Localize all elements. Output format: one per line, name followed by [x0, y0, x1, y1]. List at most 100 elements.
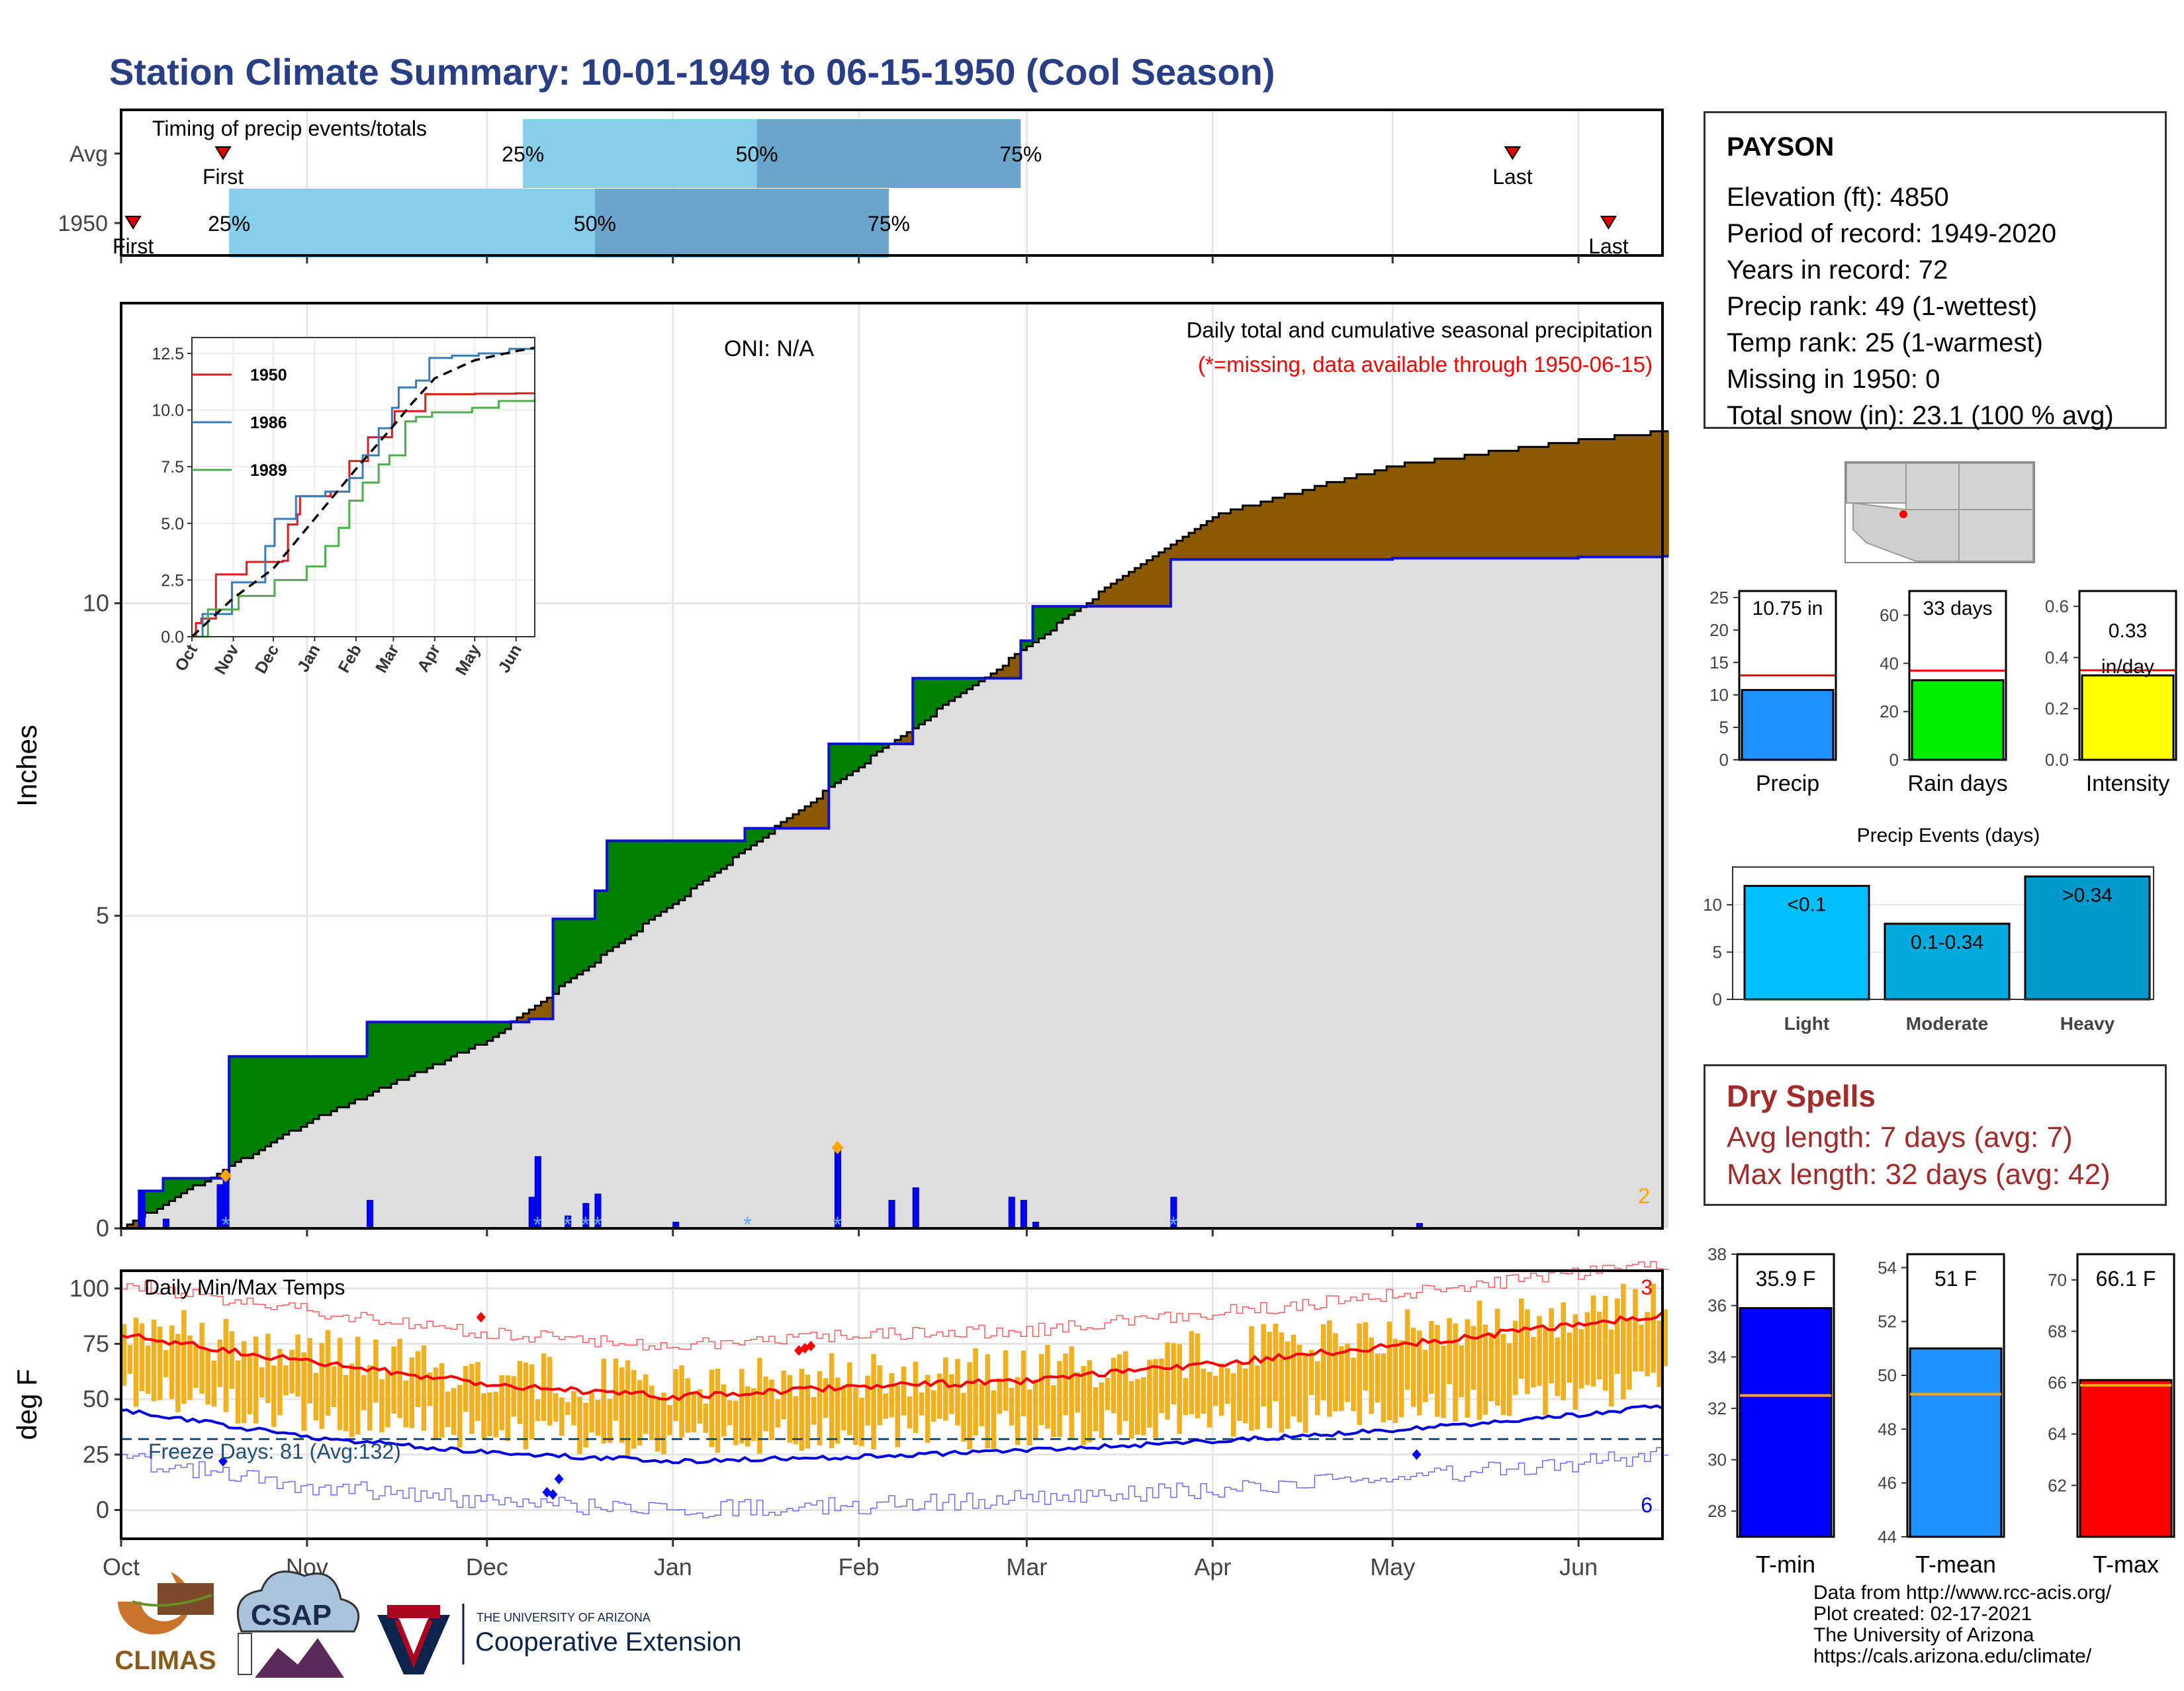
- summary-y-tick-label: 25: [1709, 588, 1729, 608]
- precip-ahead-area: [559, 919, 566, 986]
- precip-ahead-area: [643, 841, 650, 924]
- inset-y-tick-label: 12.5: [152, 345, 184, 363]
- summary-y-tick-label: 0.6: [2045, 596, 2069, 616]
- summary-y-tick-label: 0: [1889, 750, 1899, 770]
- timing-q25-label: 25%: [502, 142, 544, 166]
- snow-day-marker: *: [1169, 1212, 1177, 1238]
- timing-q25-label: 25%: [208, 212, 250, 236]
- precip-behind-area: [1614, 435, 1621, 557]
- missing-note: (*=missing, data available through 1950-…: [1198, 352, 1653, 377]
- precip-ahead-area: [415, 1022, 422, 1072]
- daily-temp-bar: [781, 1370, 786, 1420]
- daily-temp-bar: [397, 1338, 402, 1418]
- precip-behind-area: [1536, 447, 1543, 559]
- daily-temp-bar: [1333, 1333, 1338, 1412]
- daily-temp-bar: [1500, 1334, 1506, 1416]
- daily-temp-bar: [1026, 1389, 1032, 1445]
- precip-ahead-area: [367, 1022, 374, 1096]
- daily-temp-bar: [1662, 1309, 1668, 1367]
- precip-behind-area: [1105, 587, 1112, 607]
- daily-temp-bar: [307, 1338, 312, 1404]
- daily-temp-bar: [475, 1362, 480, 1421]
- precip-behind-area: [1644, 435, 1651, 557]
- daily-temp-bar: [553, 1393, 559, 1422]
- daily-temp-bar: [319, 1343, 325, 1430]
- daily-temp-bar: [1165, 1342, 1170, 1420]
- avg-tmin-line: [120, 1404, 1663, 1465]
- precip-behind-area: [1392, 466, 1400, 559]
- precip-behind-area: [1093, 599, 1099, 607]
- precip-ahead-area: [846, 743, 854, 776]
- summary-value-bar: [1741, 689, 1835, 761]
- precip-y-axis-label: Inches: [11, 725, 42, 807]
- precip-ahead-area: [247, 1056, 254, 1158]
- precip-behind-area: [1308, 490, 1316, 560]
- daily-temp-bar: [841, 1386, 846, 1431]
- daily-temp-bar: [121, 1324, 127, 1386]
- daily-temp-bar: [133, 1317, 139, 1407]
- timing-bar-50-75: [594, 189, 889, 257]
- inset-line-1986: [192, 347, 535, 638]
- temp-summary-y-tick-label: 38: [1707, 1244, 1727, 1264]
- precip-ahead-area: [469, 1022, 476, 1049]
- daily-precip-bar: [367, 1199, 374, 1229]
- daily-temp-bar: [1218, 1363, 1224, 1416]
- precip-ahead-area: [289, 1056, 296, 1131]
- climas-logo-text: CLIMAS: [114, 1646, 216, 1675]
- daily-temp-bar: [829, 1353, 835, 1449]
- precip-ahead-area: [607, 841, 614, 951]
- daily-temp-bar: [1369, 1337, 1375, 1414]
- daily-temp-bar: [469, 1363, 475, 1434]
- precip-behind-area: [1212, 517, 1220, 560]
- precip-ahead-area: [745, 828, 752, 850]
- daily-precip-bar: [912, 1187, 919, 1229]
- daily-temp-bar: [1627, 1318, 1632, 1390]
- precip-ahead-area: [625, 841, 632, 940]
- ua-logo-small-text: THE UNIVERSITY OF ARIZONA: [477, 1611, 651, 1624]
- daily-temp-bar: [1105, 1378, 1111, 1410]
- daily-precip-bar: [1008, 1197, 1015, 1229]
- temp-summary-bar: [1739, 1307, 1833, 1538]
- daily-temp-bar: [1159, 1358, 1164, 1413]
- precip-ahead-area: [373, 1022, 380, 1092]
- events-y-tick-label: 10: [1703, 895, 1722, 915]
- temp-summary-border: [1736, 1253, 1835, 1538]
- precip-ahead-area: [157, 1191, 164, 1209]
- daily-temp-bar: [145, 1346, 151, 1394]
- daily-temp-bar: [757, 1357, 762, 1454]
- daily-temp-bar: [1063, 1353, 1068, 1416]
- oni-label: ONI: N/A: [724, 336, 814, 361]
- daily-temp-bar: [1567, 1332, 1572, 1383]
- summary-bar-label: Intensity: [2086, 771, 2170, 796]
- precip-behind-area: [1201, 525, 1208, 560]
- temp-summary-label: T-mean: [1915, 1551, 1996, 1578]
- daily-temp-bar: [1657, 1320, 1662, 1387]
- daily-temp-bar: [1404, 1309, 1410, 1390]
- record-low-marker: [554, 1473, 564, 1485]
- daily-temp-bar: [847, 1362, 852, 1436]
- snow-day-marker: *: [581, 1212, 590, 1238]
- summary-bar-label: Rain days: [1907, 771, 2007, 796]
- daily-temp-bar: [1243, 1368, 1248, 1424]
- daily-temp-bar: [403, 1380, 408, 1428]
- daily-temp-bar: [1596, 1311, 1602, 1380]
- daily-temp-bar: [949, 1374, 954, 1414]
- precip-ahead-area: [913, 678, 920, 729]
- precip-behind-area: [1285, 494, 1291, 560]
- footer-line: https://cals.arizona.edu/climate/: [1813, 1645, 2092, 1667]
- precip-behind-area: [1512, 451, 1520, 559]
- temp-summary-value-label: 51 F: [1934, 1267, 1977, 1291]
- daily-temp-bar: [1231, 1373, 1236, 1437]
- daily-temp-bar: [1291, 1334, 1297, 1417]
- precip-ahead-area: [972, 678, 979, 686]
- summary-y-tick-label: 20: [1709, 620, 1729, 640]
- daily-temp-bar: [349, 1363, 355, 1438]
- daily-temp-bar: [487, 1392, 492, 1436]
- daily-temp-bar: [427, 1372, 433, 1406]
- daily-precip-bar: [138, 1190, 146, 1229]
- ua-logo-a-bar: [387, 1605, 440, 1618]
- precip-ahead-area: [325, 1056, 332, 1115]
- precip-behind-area: [127, 1224, 134, 1228]
- daily-temp-bar: [817, 1371, 823, 1445]
- daily-temp-bar: [169, 1325, 175, 1399]
